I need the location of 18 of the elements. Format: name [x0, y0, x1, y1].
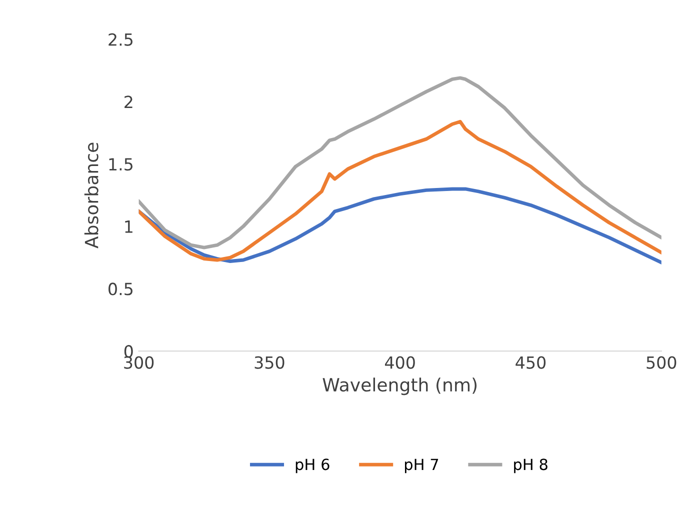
- x-tick-label: 300: [124, 356, 154, 369]
- x-tick-label: 400: [385, 356, 415, 369]
- y-tick-label: 2: [124, 96, 132, 108]
- x-tick-label: 450: [516, 356, 546, 369]
- y-tick-label: 2.5: [108, 33, 132, 46]
- x-tick-label: 350: [254, 356, 284, 369]
- x-tick-label: 500: [646, 356, 676, 369]
- y-tick-label: 1.5: [109, 158, 132, 171]
- legend-label: pH 7: [404, 458, 438, 474]
- line-series: [138, 76, 662, 250]
- x-axis-title: Wavelength (nm): [322, 378, 477, 396]
- y-axis-title: Absorbance: [84, 142, 98, 248]
- y-tick-label: 0.5: [108, 282, 132, 296]
- line-series: [138, 187, 662, 264]
- legend-label: pH 6: [296, 458, 330, 474]
- y-tick-label: 1: [125, 220, 132, 233]
- line-series: [138, 120, 662, 262]
- legend-label: pH 8: [514, 458, 548, 474]
